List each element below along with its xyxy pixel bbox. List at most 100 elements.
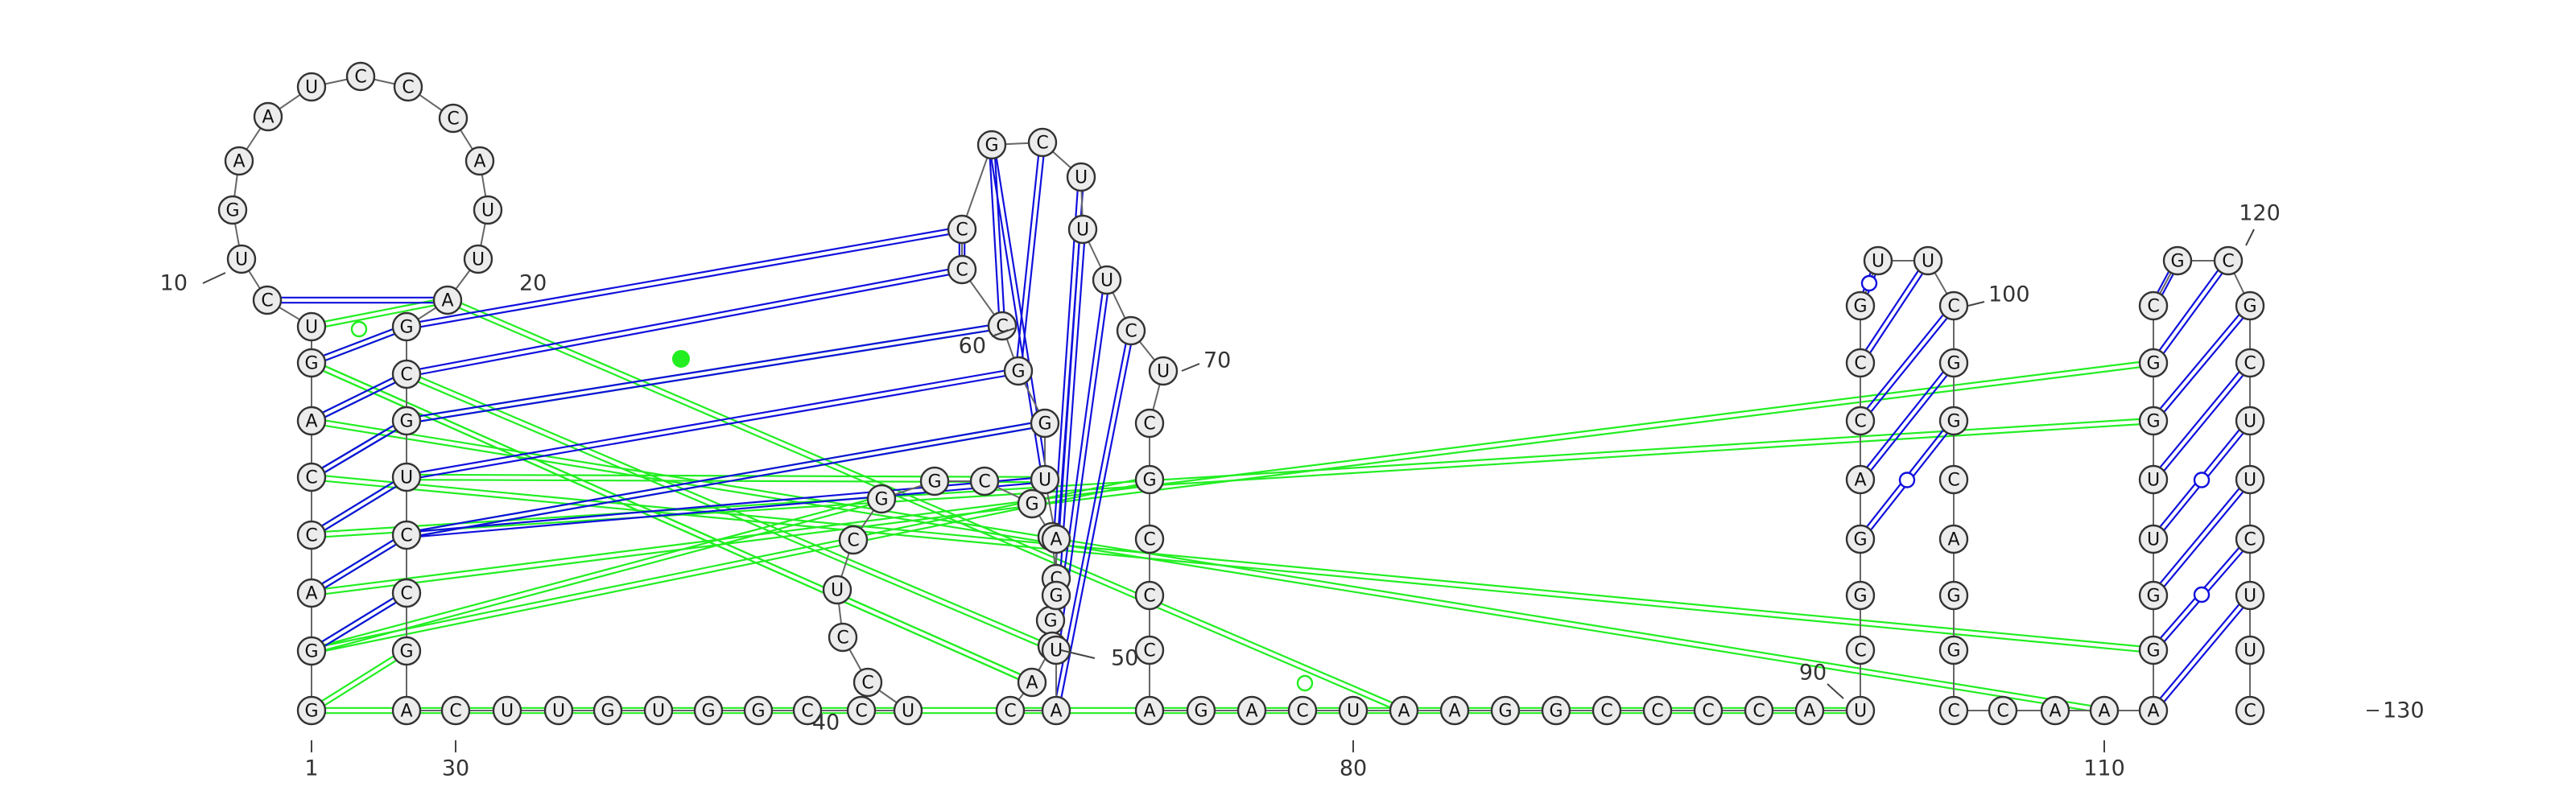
base-pair bbox=[312, 536, 409, 596]
nucleotide: C bbox=[1287, 695, 1318, 726]
svg-text:C: C bbox=[1004, 702, 1016, 722]
svg-text:C: C bbox=[305, 468, 317, 488]
nucleotide: G bbox=[1003, 356, 1034, 386]
base-pair bbox=[2150, 360, 2249, 479]
svg-text:C: C bbox=[1296, 702, 1308, 722]
base-pair bbox=[406, 367, 1018, 476]
svg-text:G: G bbox=[1853, 587, 1867, 607]
svg-text:A: A bbox=[473, 152, 485, 172]
nucleotide: G bbox=[391, 311, 422, 342]
svg-text:C: C bbox=[855, 702, 867, 722]
base-pair bbox=[406, 322, 1002, 419]
svg-text:C: C bbox=[1143, 414, 1155, 435]
nucleotide: U bbox=[226, 244, 257, 274]
svg-text:A: A bbox=[2098, 702, 2110, 722]
svg-text:G: G bbox=[399, 412, 413, 432]
nucleotide: G bbox=[2138, 348, 2169, 378]
nucleotide: U bbox=[893, 695, 923, 726]
base-pair bbox=[312, 328, 408, 367]
tertiary-interaction bbox=[311, 422, 2104, 715]
base-pair bbox=[2150, 258, 2227, 362]
nucleotide: U bbox=[643, 695, 674, 726]
svg-text:C: C bbox=[2244, 354, 2256, 374]
tertiary-open-symbol bbox=[1296, 674, 1314, 692]
svg-text:C: C bbox=[400, 365, 412, 385]
svg-text:G: G bbox=[304, 354, 318, 374]
nucleotide: C bbox=[1642, 695, 1673, 726]
nucleotide: A bbox=[1389, 695, 1419, 726]
base-pair bbox=[310, 371, 407, 420]
svg-text:U: U bbox=[1347, 702, 1360, 722]
svg-text:G: G bbox=[2146, 412, 2160, 432]
nucleotide: U bbox=[1066, 162, 1096, 192]
nucleotide: C bbox=[438, 103, 469, 134]
nucleotide: C bbox=[440, 695, 471, 726]
base-pair bbox=[1857, 360, 1953, 479]
nucleotide: C bbox=[2235, 695, 2265, 726]
nucleotide: U bbox=[391, 462, 422, 492]
nucleotide: C bbox=[792, 695, 823, 726]
backbone-segment bbox=[961, 144, 993, 230]
base-pair bbox=[2154, 596, 2253, 713]
base-pair bbox=[406, 419, 1045, 534]
base-pair bbox=[1861, 307, 1957, 423]
nucleotide: C bbox=[846, 695, 877, 726]
tertiary-interaction bbox=[448, 297, 1406, 710]
tertiary-interaction bbox=[311, 479, 2153, 654]
position-label: 80 bbox=[1340, 756, 1367, 781]
base-pair bbox=[406, 266, 962, 373]
svg-text:A: A bbox=[1050, 702, 1062, 722]
base-pair bbox=[309, 532, 406, 592]
position-label: 10 bbox=[160, 271, 188, 296]
svg-text:G: G bbox=[2146, 587, 2160, 607]
nucleotide: C bbox=[1116, 315, 1146, 346]
svg-text:C: C bbox=[1143, 587, 1155, 607]
svg-text:U: U bbox=[2244, 641, 2256, 661]
nucleotide: G bbox=[1845, 580, 1876, 611]
svg-text:G: G bbox=[751, 702, 765, 722]
nucleotide: G bbox=[976, 130, 1007, 160]
nucleotide: G bbox=[1030, 408, 1060, 439]
base-pair bbox=[988, 145, 1001, 327]
position-label: 100 bbox=[1988, 282, 2030, 307]
svg-text:U: U bbox=[2147, 471, 2160, 491]
nucleotide: A bbox=[296, 578, 327, 608]
svg-text:U: U bbox=[1922, 252, 1934, 272]
nucleotide: U bbox=[2235, 406, 2265, 436]
position-label: 20 bbox=[519, 271, 547, 296]
svg-text:C: C bbox=[447, 109, 459, 130]
svg-text:U: U bbox=[1854, 702, 1867, 722]
svg-text:A: A bbox=[1245, 702, 1257, 722]
svg-text:A: A bbox=[1448, 702, 1460, 722]
svg-text:U: U bbox=[652, 702, 665, 722]
svg-text:G: G bbox=[2146, 641, 2160, 661]
svg-text:U: U bbox=[1038, 471, 1051, 491]
nucleotide: G bbox=[2138, 406, 2169, 436]
nucleotide: A bbox=[432, 285, 463, 315]
nucleotide: U bbox=[296, 311, 327, 342]
svg-text:G: G bbox=[1038, 414, 1051, 435]
svg-text:C: C bbox=[978, 472, 990, 492]
position-tick bbox=[1827, 683, 1844, 699]
backbone-lines bbox=[232, 76, 2251, 711]
svg-text:C: C bbox=[2222, 252, 2234, 272]
base-pair bbox=[309, 474, 406, 534]
svg-text:G: G bbox=[399, 642, 413, 662]
svg-text:A: A bbox=[262, 108, 274, 128]
svg-text:C: C bbox=[1854, 412, 1866, 432]
nucleotide: A bbox=[1794, 695, 1825, 726]
svg-text:U: U bbox=[2244, 471, 2256, 491]
nucleotide: C bbox=[1134, 635, 1165, 665]
nucleotide: U bbox=[1041, 635, 1071, 665]
nucleotide: U bbox=[1863, 245, 1893, 276]
svg-text:G: G bbox=[1498, 702, 1512, 722]
nucleotide: G bbox=[1186, 695, 1216, 726]
nucleotide: C bbox=[1134, 524, 1165, 554]
svg-text:A: A bbox=[1026, 674, 1038, 694]
svg-text:C: C bbox=[400, 584, 412, 604]
nucleotide: A bbox=[224, 146, 254, 176]
nucleotide: G bbox=[1490, 695, 1521, 726]
nucleotide: C bbox=[1845, 348, 1876, 378]
nucleotide: A bbox=[296, 406, 327, 436]
nucleotide: U bbox=[2138, 524, 2169, 554]
